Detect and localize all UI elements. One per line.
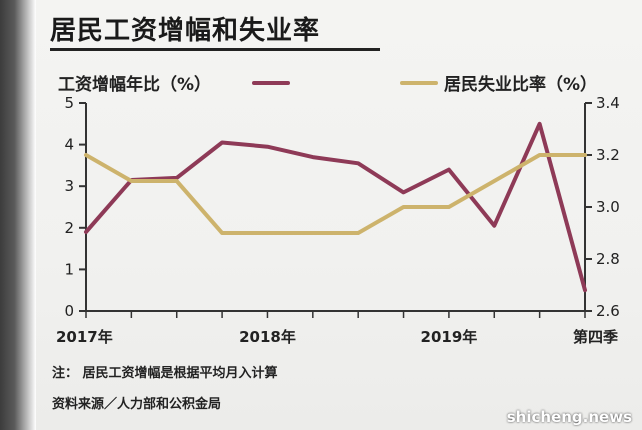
left-tick-label: 3 [64,177,74,195]
right-tick-label: 3.2 [596,146,620,164]
right-tick-label: 3.4 [596,94,620,112]
footnote: 注： 居民工资增幅是根据平均月入计算 [52,366,278,381]
legend-unemployment-swatch [400,81,438,85]
legend-unemployment-label: 居民失业比率（%） [444,75,598,95]
chart-panel [36,0,642,430]
title-underline [50,48,380,51]
left-tick-label: 1 [64,260,74,278]
left-tick-label: 5 [64,94,74,112]
watermark: shicheng.news [506,408,632,426]
left-tick-label: 2 [64,219,74,237]
x-tick-label: 2018年 [239,328,296,346]
legend-wage-label: 工资增幅年比（%） [58,75,212,95]
x-tick-label: 第四季 [573,328,618,346]
wage-growth-line [84,121,587,293]
legend-wage-swatch [252,81,290,85]
right-tick-label: 2.6 [596,302,620,320]
left-tick-label: 0 [64,302,74,320]
source-note: 资料来源／人力部和公积金局 [52,397,222,412]
left-edge-shadow [0,0,36,430]
x-tick-label: 2019年 [421,328,478,346]
right-tick-label: 3.0 [596,198,620,216]
unemployment-rate-line [84,153,587,235]
right-tick-label: 2.8 [596,250,620,268]
left-tick-label: 4 [64,136,74,154]
x-tick-label: 2017年 [56,328,113,346]
chart-title: 居民工资增幅和失业率 [50,16,321,46]
